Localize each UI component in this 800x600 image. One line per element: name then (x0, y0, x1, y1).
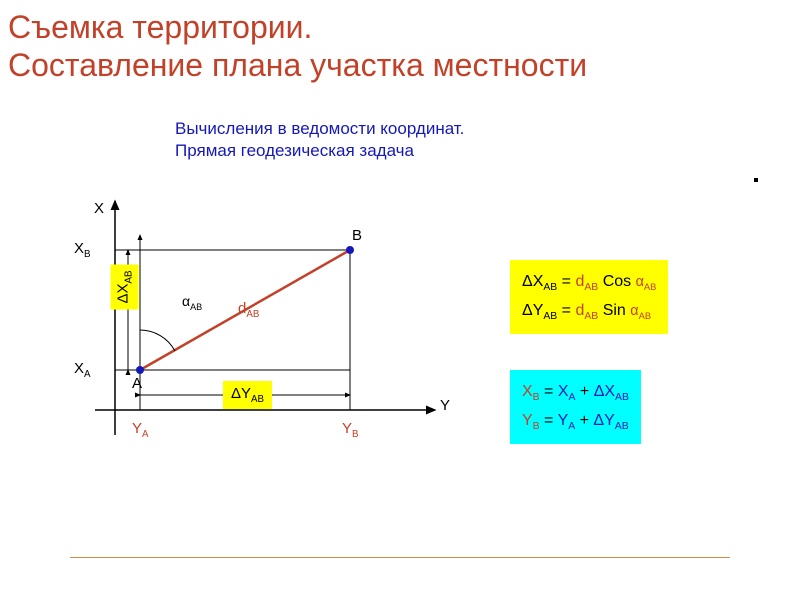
label-yb: YB (342, 420, 359, 440)
bottom-rule (70, 557, 730, 558)
delta-y-box: ΔYAB (223, 381, 272, 409)
formula-yb: YB = YA + ΔYAB (522, 407, 629, 436)
formula-dx: ΔXAB = dAB Cos αAB (522, 268, 656, 297)
label-alpha: αAB (182, 293, 202, 312)
formula-box-delta: ΔXAB = dAB Cos αAB ΔYAB = dAB Sin αAB (510, 260, 668, 334)
dot-decor (754, 178, 758, 182)
title-line2: Составление плана участка местности (8, 47, 587, 83)
main-title: Съемка территории. Составление плана уча… (8, 8, 587, 85)
axis-y-label: Y (440, 397, 450, 414)
delta-x-box: ΔXAB (111, 264, 139, 309)
title-line1: Съемка территории. (8, 9, 312, 45)
point-a (136, 366, 144, 374)
point-b (346, 246, 354, 254)
formula-dy: ΔYAB = dAB Sin αAB (522, 297, 656, 326)
subtitle-line2: Прямая геодезическая задача (175, 141, 414, 160)
axis-x-label: X (94, 200, 104, 217)
label-a: A (132, 375, 142, 392)
label-b: B (352, 227, 362, 244)
formula-xb: XB = XA + ΔXAB (522, 378, 629, 407)
label-dab: dAB (238, 300, 259, 320)
angle-arc (140, 330, 175, 351)
label-ya: YA (132, 420, 149, 440)
subtitle-line1: Вычисления в ведомости координат. (175, 119, 464, 138)
label-xa: XA (74, 360, 91, 380)
subtitle: Вычисления в ведомости координат. Прямая… (175, 118, 464, 162)
formula-box-coords: XB = XA + ΔXAB YB = YA + ΔYAB (510, 370, 641, 444)
label-xb: XB (74, 240, 91, 260)
geodesy-diagram: X Y A B XA XB YA YB dAB αAB ΔXAB ΔYAB (80, 195, 450, 465)
